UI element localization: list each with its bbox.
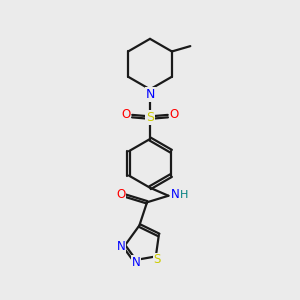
- Text: N: N: [132, 256, 141, 269]
- Text: O: O: [169, 108, 178, 121]
- Text: S: S: [154, 254, 161, 266]
- Text: O: O: [116, 188, 126, 201]
- Text: S: S: [146, 111, 154, 124]
- Text: H: H: [180, 190, 188, 200]
- Text: O: O: [122, 108, 131, 121]
- Text: N: N: [117, 240, 126, 253]
- Text: N: N: [171, 188, 180, 201]
- Text: N: N: [146, 88, 155, 101]
